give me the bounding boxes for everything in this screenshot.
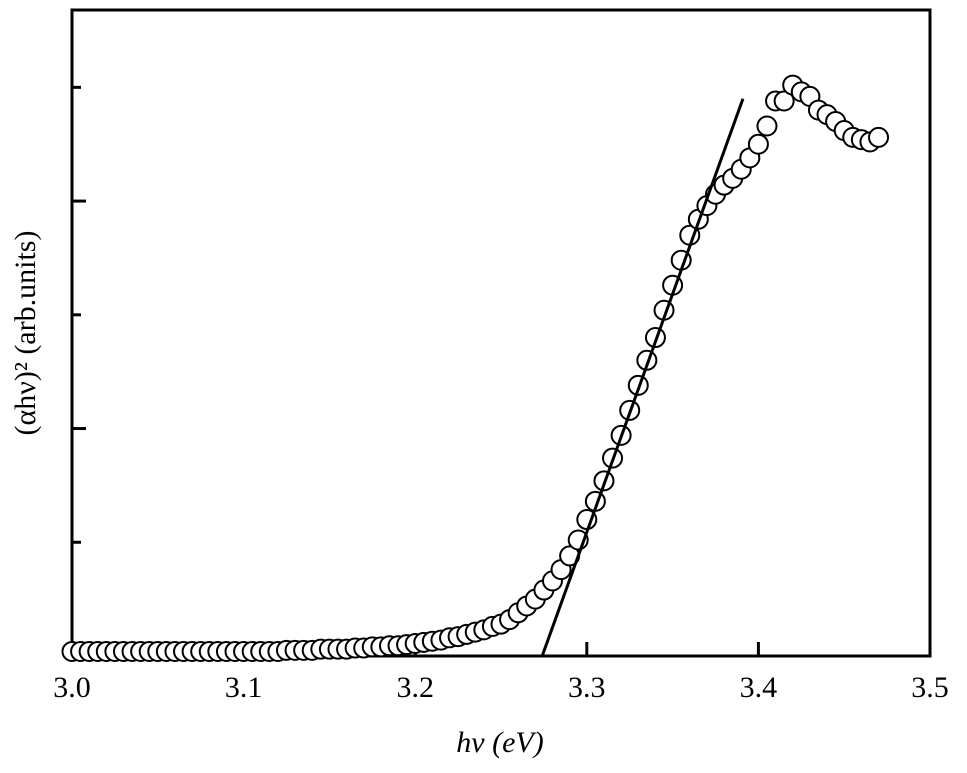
x-tick-label: 3.4: [740, 671, 778, 704]
fit-line: [540, 98, 745, 657]
data-point: [756, 115, 778, 137]
x-tick-label: 3.1: [225, 671, 263, 704]
plot-frame: [70, 8, 932, 658]
data-point: [773, 90, 795, 112]
y-axis-label: (αhν)² (arb.units): [9, 231, 42, 436]
x-axis-label: hν (eV): [456, 726, 543, 759]
x-tick-label: 3.3: [568, 671, 606, 704]
x-tick-label: 3.0: [53, 671, 91, 704]
data-point: [868, 126, 890, 148]
x-tick-label: 3.5: [911, 671, 949, 704]
data-point: [747, 133, 769, 155]
x-tick-label: 3.2: [396, 671, 434, 704]
